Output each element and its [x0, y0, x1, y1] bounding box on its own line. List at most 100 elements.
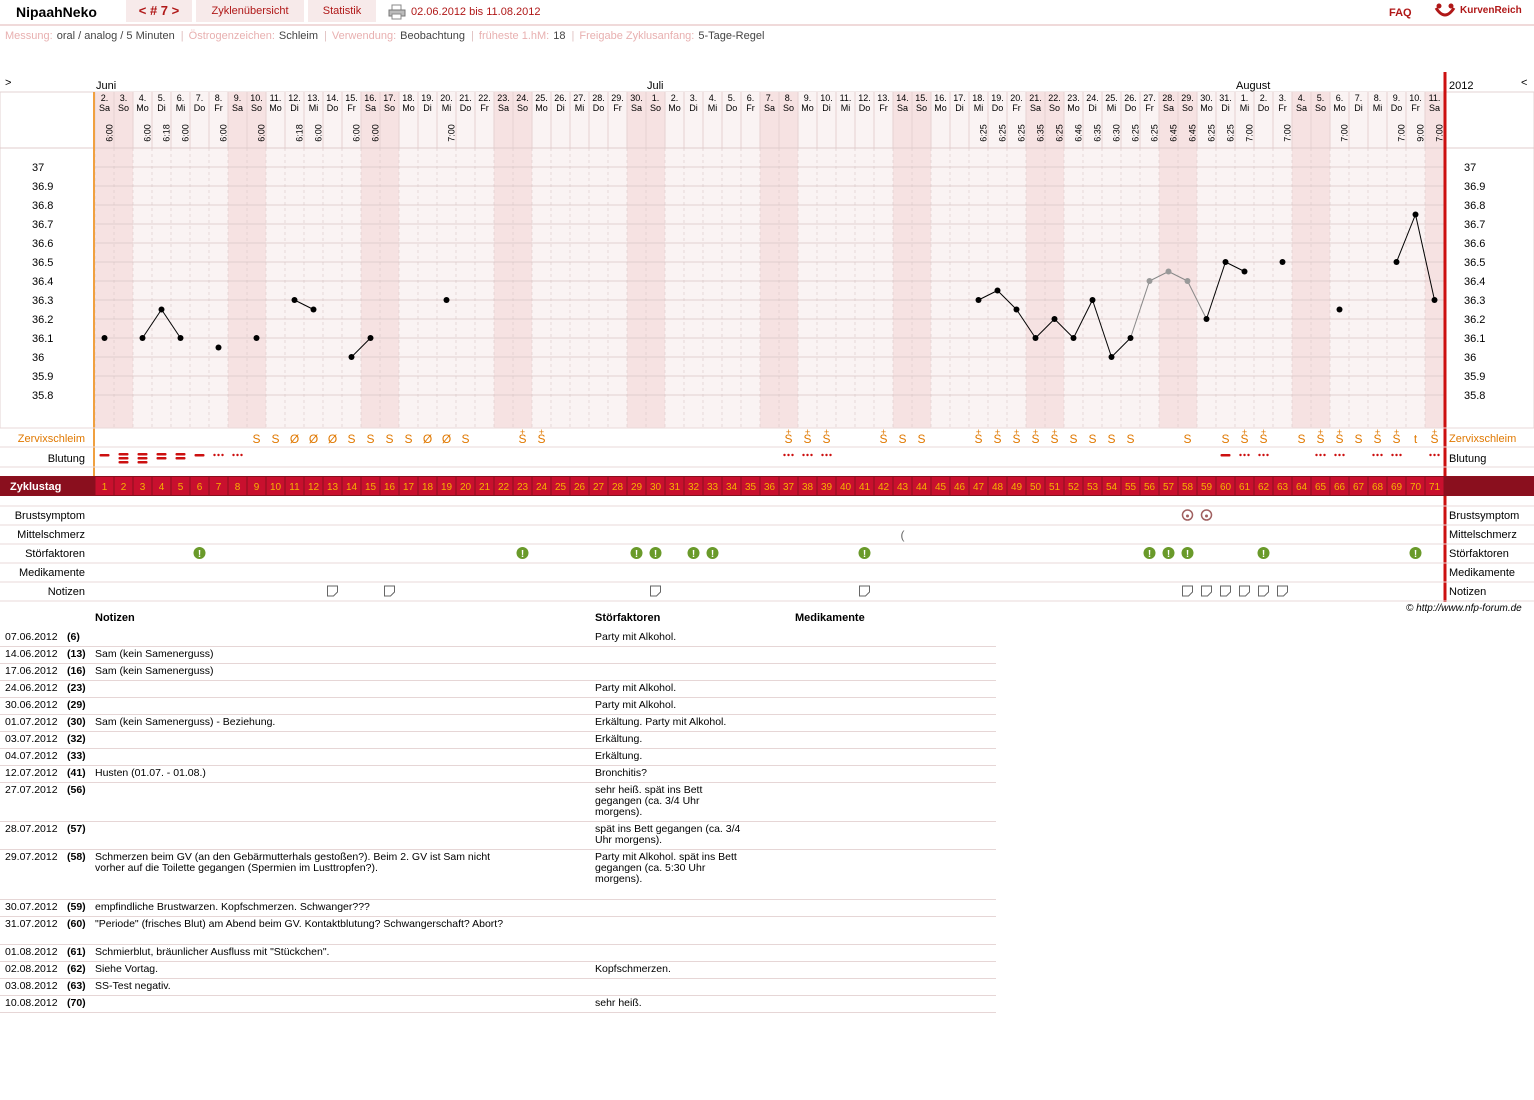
note-cycle-day: (62) — [67, 963, 86, 975]
weekday-label: Do — [1125, 103, 1137, 113]
nav-prev-button[interactable]: > — [5, 77, 11, 89]
cervix-mark: S — [461, 432, 469, 446]
cycle-day-number: 28 — [612, 482, 624, 493]
weekday-label: Sa — [764, 103, 775, 113]
bleeding-dot — [1239, 453, 1242, 457]
bleeding-dot — [810, 453, 813, 457]
weekday-label: Mo — [136, 103, 149, 113]
cycle-day-label: Zyklustag — [10, 481, 61, 493]
cycle-day-cell — [969, 477, 988, 495]
note-icon[interactable] — [327, 585, 338, 597]
cycle-day-cell — [1083, 477, 1102, 495]
y-tick-label-right: 35.8 — [1464, 390, 1485, 402]
tab-statistics[interactable]: Statistik — [308, 0, 376, 22]
weekday-label: So — [118, 103, 129, 113]
cycle-day-number: 15 — [365, 482, 377, 493]
y-tick-label-right: 35.9 — [1464, 371, 1485, 383]
note-icon[interactable] — [1201, 585, 1212, 597]
weekday-label: Mo — [801, 103, 814, 113]
y-tick-label-left: 36.3 — [32, 295, 53, 307]
nav-next-button[interactable]: < — [1521, 77, 1527, 89]
weekday-label: Di — [1088, 103, 1097, 113]
bleeding-dot — [825, 453, 828, 457]
date-label: 2. — [101, 93, 109, 103]
bleeding-dot — [1338, 453, 1341, 457]
bleeding-dot — [783, 453, 786, 457]
cervix-plus-mark: + — [1052, 427, 1057, 437]
weekend-column — [228, 92, 247, 428]
cycle-day-cell — [1330, 477, 1349, 495]
print-icon[interactable] — [388, 4, 406, 20]
weekday-label: Fr — [1411, 103, 1420, 113]
cycle-day-number: 66 — [1334, 482, 1346, 493]
weekday-label: Fr — [1012, 103, 1021, 113]
cycle-day-number: 16 — [384, 482, 396, 493]
note-cycle-day: (30) — [67, 716, 86, 728]
cervix-plus-mark: + — [1261, 427, 1266, 437]
note-icon[interactable] — [1258, 585, 1269, 597]
note-disturbance: sehr heiß. — [595, 997, 642, 1009]
date-label: 18. — [402, 93, 415, 103]
weekday-label: Di — [556, 103, 565, 113]
temperature-point — [1412, 211, 1419, 218]
cycle-day-cell — [912, 477, 931, 495]
cycle-day-number: 37 — [783, 482, 795, 493]
temperature-point — [1089, 297, 1096, 303]
note-icon[interactable] — [650, 585, 661, 597]
temperature-line — [1035, 318, 1055, 339]
cycle-day-cell — [475, 477, 494, 495]
bleeding-dot — [1376, 453, 1379, 457]
weekday-label: So — [650, 103, 661, 113]
cycle-day-cell — [513, 477, 532, 495]
cycle-selector[interactable]: < # 7 > — [126, 0, 192, 22]
cycle-day-cell — [304, 477, 323, 495]
faq-link[interactable]: FAQ — [1389, 7, 1412, 19]
note-icon[interactable] — [859, 585, 870, 597]
note-icon[interactable] — [1277, 585, 1288, 597]
y-tick-label-right: 36.2 — [1464, 314, 1485, 326]
note-icon[interactable] — [1182, 585, 1193, 597]
notiz-row-label: Notizen — [48, 586, 85, 598]
cervix-plus-mark: + — [824, 427, 829, 437]
cycle-day-cell — [1292, 477, 1311, 495]
time-label: 6:45 — [1188, 124, 1198, 142]
cycle-day-number: 70 — [1410, 482, 1422, 493]
notes-table-row: 07.06.2012 (6) Party mit Alkohol. — [0, 629, 996, 647]
date-label: 20. — [1010, 93, 1023, 103]
temperature-line — [351, 337, 371, 358]
logo[interactable]: KurvenReich — [1434, 0, 1522, 22]
note-icon[interactable] — [1220, 585, 1231, 597]
cycle-day-cell — [988, 477, 1007, 495]
weekday-label: Mo — [535, 103, 548, 113]
cycle-day-number: 12 — [308, 482, 320, 493]
note-icon[interactable] — [1239, 585, 1250, 597]
cervix-plus-mark: + — [995, 427, 1000, 437]
cycle-day-cell — [285, 477, 304, 495]
temperature-point — [348, 354, 355, 360]
cycle-day-cell — [1026, 477, 1045, 495]
medi-row-label-right: Medikamente — [1449, 567, 1515, 579]
notes-table-row: 01.08.2012 (61) Schmierblut, bräunlicher A… — [0, 944, 996, 962]
breast-symptom-icon-dot — [1205, 514, 1208, 518]
year-label: 2012 — [1449, 80, 1473, 92]
disturbance-icon — [706, 547, 719, 559]
cycle-day-number: 35 — [745, 482, 757, 493]
tab-cycle-overview[interactable]: Zyklenübersicht — [196, 0, 304, 22]
bleeding-dot — [232, 453, 235, 457]
time-label: 7:00 — [1245, 124, 1255, 142]
cervix-mark: S — [1297, 432, 1305, 446]
weekday-label: Do — [460, 103, 472, 113]
cervix-mark: S — [1107, 432, 1115, 446]
stoer-row-label: Störfaktoren — [25, 548, 85, 560]
stoer-row-label-right: Störfaktoren — [1449, 548, 1509, 560]
note-icon[interactable] — [384, 585, 395, 597]
cervix-plus-mark: + — [786, 427, 791, 437]
weekday-label: So — [1049, 103, 1060, 113]
credit-link[interactable]: © http://www.nfp-forum.de — [1406, 603, 1522, 614]
month-label: August — [1236, 80, 1270, 92]
time-label: 6:25 — [998, 124, 1008, 142]
note-cycle-day: (70) — [67, 997, 86, 1009]
bleeding-mark — [194, 454, 205, 457]
cycle-day-number: 69 — [1391, 482, 1403, 493]
cycle-day-cell — [1121, 477, 1140, 495]
